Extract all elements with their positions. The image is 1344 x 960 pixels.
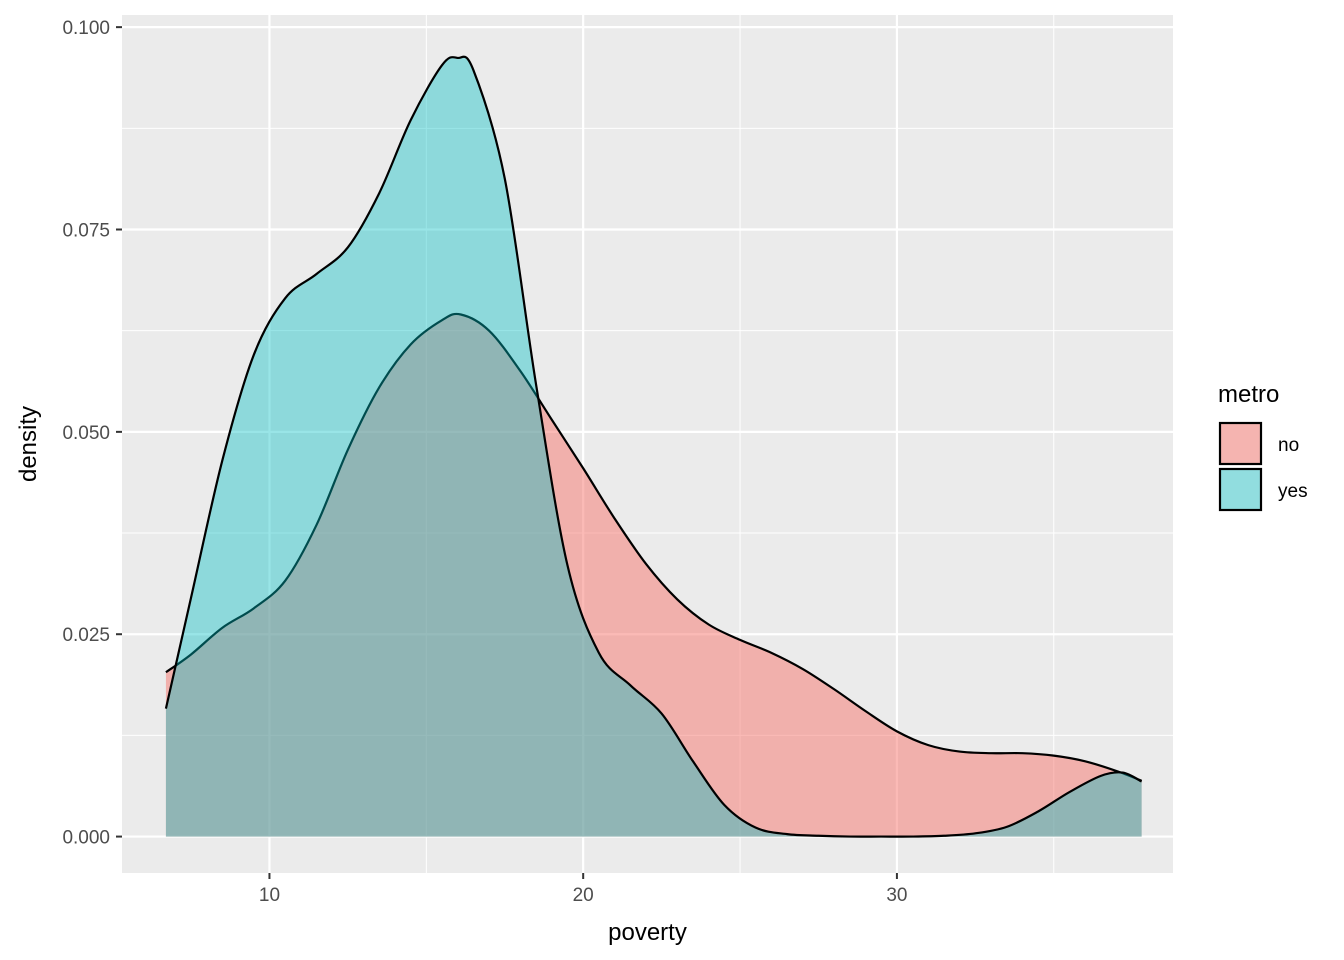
y-tick-label: 0.050 xyxy=(62,423,110,444)
legend-label-yes: yes xyxy=(1278,481,1308,502)
legend-key-bg-yes xyxy=(1219,468,1262,511)
y-axis-title: density xyxy=(15,406,42,482)
x-tick-label: 20 xyxy=(573,885,594,906)
legend-title: metro xyxy=(1218,381,1279,408)
legend: metro no yes xyxy=(1218,381,1308,512)
density-line-yes xyxy=(164,55,1143,838)
y-tick-label: 0.075 xyxy=(62,221,110,242)
legend-key-yes xyxy=(1218,467,1263,512)
density-area-yes xyxy=(165,56,1142,837)
y-tick-label: 0.025 xyxy=(62,625,110,646)
legend-label-no: no xyxy=(1278,435,1299,456)
x-tick-label: 10 xyxy=(259,885,280,906)
x-tick-label: 30 xyxy=(886,885,907,906)
y-tick-label: 0.000 xyxy=(62,828,110,849)
legend-key-no xyxy=(1218,421,1263,466)
x-axis-title: poverty xyxy=(608,919,687,946)
y-tick-label: 0.100 xyxy=(62,18,110,39)
axes: 0.000 0.025 0.050 0.075 0.100 10 20 30 xyxy=(62,18,907,906)
density-line-no xyxy=(165,312,1143,782)
density-areas xyxy=(164,55,1143,838)
